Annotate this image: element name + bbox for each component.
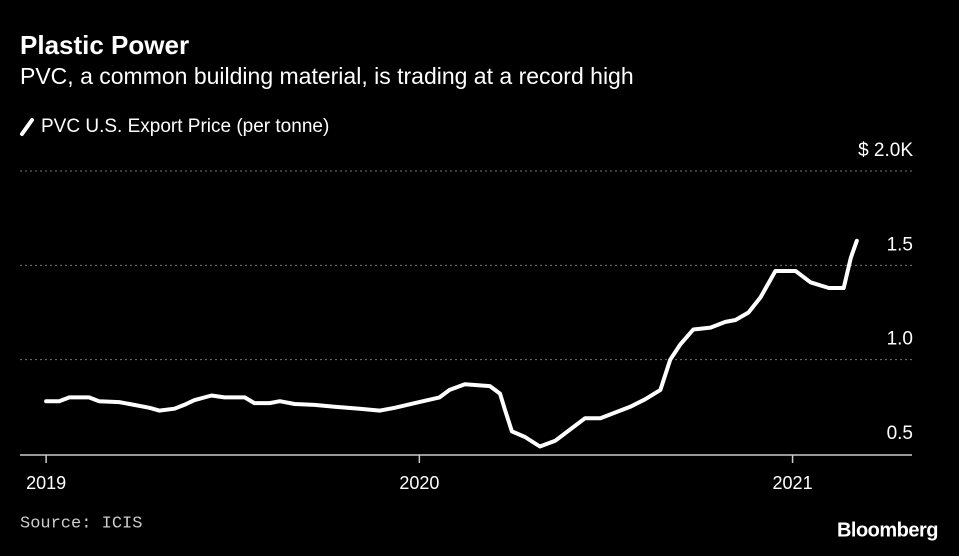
- y-tick-label: 0.5: [887, 423, 913, 444]
- y-tick-label: 1.5: [887, 234, 913, 255]
- x-tick-label: 2021: [773, 473, 813, 493]
- source-note: Source: ICIS: [20, 514, 142, 533]
- series-line: [44, 238, 859, 449]
- chart-title: Plastic Power: [20, 30, 189, 60]
- chart-subtitle: PVC, a common building material, is trad…: [20, 63, 634, 89]
- brand-logo: Bloomberg: [837, 519, 938, 541]
- y-tick-label: 1.0: [887, 329, 913, 350]
- y-tick-label: $ 2.0K: [858, 140, 913, 161]
- legend-label: PVC U.S. Export Price (per tonne): [41, 116, 329, 137]
- x-tick-label: 2019: [26, 473, 66, 493]
- x-tick-label: 2020: [399, 473, 439, 493]
- legend-swatch: [20, 118, 34, 136]
